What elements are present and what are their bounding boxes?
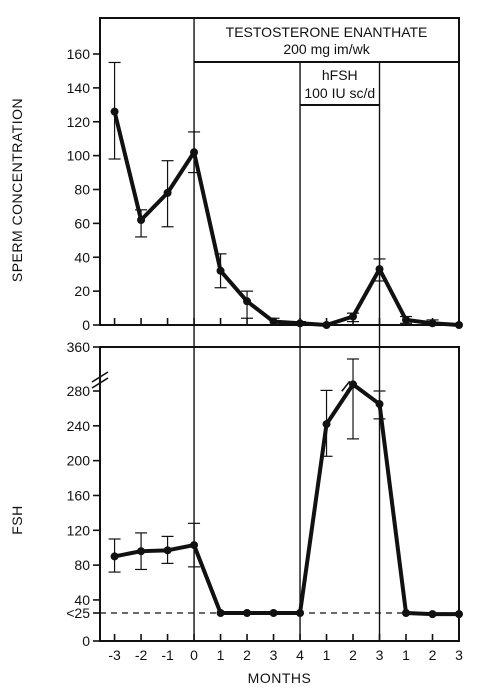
x-tick-label: 3 [376,647,384,663]
y-tick-label: <25 [66,605,90,621]
data-point [243,609,252,617]
y-tick-label: 140 [67,80,91,96]
x-tick-label: 3 [270,647,278,663]
y-tick-label: 80 [74,182,90,198]
y-tick-label: 360 [67,339,91,355]
y-tick-label: 160 [67,487,91,503]
y-tick-label: 160 [67,46,91,62]
axis-break-mark [91,377,109,389]
line-break-mark [346,380,356,392]
data-point [269,609,278,617]
data-point [190,148,199,157]
axis-break-mark [91,371,109,383]
x-tick-label: 2 [243,647,251,663]
x-tick-label: 1 [323,647,331,663]
y-tick-label: 40 [74,249,90,265]
sperm-concentration-panel: 0 20 40 60 80 100 120 140 160 SPERM CONCENTRATION [9,46,463,333]
y-tick-label: 200 [67,453,91,469]
data-point [190,541,199,550]
y-tick-label: 40 [74,592,90,608]
y-tick-label: 80 [74,557,90,573]
y-tick-label: 120 [67,114,91,130]
bottom-frame [99,346,460,642]
data-point [322,420,331,429]
data-point [110,552,119,561]
hfsh-dose: 100 IU sc/d [304,85,375,101]
x-tick-label: 1 [217,647,225,663]
data-point [163,188,172,197]
testosterone-label: TESTOSTERONE ENANTHATE [226,24,428,40]
x-tick-label: 2 [429,647,437,663]
x-axis: -3 -2 -1 0 1 2 3 4 1 2 3 1 2 3 MONTHS [108,318,463,686]
x-tick-label: 0 [190,647,198,663]
x-tick-label: 2 [349,647,357,663]
data-point [375,265,384,274]
data-point [402,609,411,617]
series-line [114,382,459,617]
data-point [216,609,225,617]
data-point [375,400,384,409]
data-point [137,547,146,556]
data-point [455,610,463,619]
plot-frames [99,17,460,642]
y-tick-label: 20 [74,283,90,299]
x-tick-label: -2 [135,647,148,663]
data-point [296,609,305,617]
y-tick-label: 0 [82,317,90,333]
testosterone-dose: 200 mg im/wk [283,41,370,57]
y-tick-label: 280 [67,383,91,399]
y-axis-title: SPERM CONCENTRATION [9,98,25,282]
x-axis-title: MONTHS [248,670,312,686]
x-tick-label: 1 [402,647,410,663]
data-point [243,297,252,306]
x-tick-label: 4 [296,647,304,663]
line-break-mark [341,380,351,392]
data-point [110,107,119,116]
y-tick-label: 60 [74,215,90,231]
y-tick-label: 100 [67,148,91,164]
data-point [163,546,172,555]
x-tick-label: -3 [108,647,121,663]
hfsh-label: hFSH [322,67,358,83]
y-tick-label: 120 [67,522,91,538]
data-point [137,215,146,224]
x-tick-label: -1 [161,647,174,663]
x-tick-label: 3 [455,647,463,663]
data-point [428,610,437,619]
data-point [216,266,225,275]
top-frame [99,17,460,326]
data-point [349,312,358,321]
y-tick-label: 0 [82,633,90,649]
y-axis-title: FSH [9,505,25,535]
series-line [112,111,460,327]
y-tick-label: 240 [67,418,91,434]
